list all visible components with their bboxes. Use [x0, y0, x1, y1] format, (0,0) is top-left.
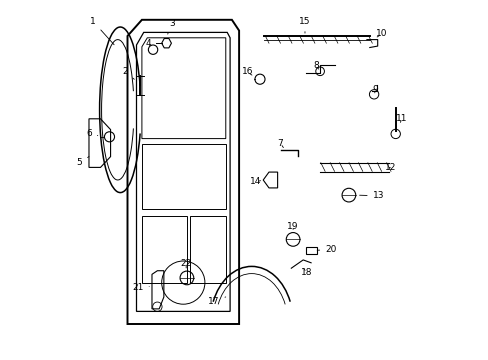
Text: 19: 19: [287, 222, 298, 231]
Text: 15: 15: [299, 17, 310, 33]
Text: 4: 4: [145, 39, 150, 48]
Text: 6: 6: [86, 129, 98, 138]
Text: 1: 1: [90, 17, 114, 45]
Text: 20: 20: [317, 246, 336, 254]
Text: 2: 2: [122, 68, 134, 79]
Text: 9: 9: [371, 85, 377, 94]
Text: 5: 5: [77, 157, 89, 167]
Text: 8: 8: [312, 61, 318, 70]
Text: 14: 14: [250, 177, 261, 186]
Text: 21: 21: [132, 283, 149, 292]
Text: 7: 7: [277, 139, 283, 148]
Text: 18: 18: [300, 269, 311, 277]
Text: 13: 13: [359, 192, 384, 200]
Text: 10: 10: [375, 29, 387, 38]
Text: 22: 22: [180, 259, 191, 268]
Text: 3: 3: [167, 19, 174, 34]
Text: 17: 17: [208, 297, 225, 306]
Text: 11: 11: [396, 113, 407, 122]
Text: 16: 16: [241, 68, 253, 77]
Text: 12: 12: [384, 163, 395, 172]
